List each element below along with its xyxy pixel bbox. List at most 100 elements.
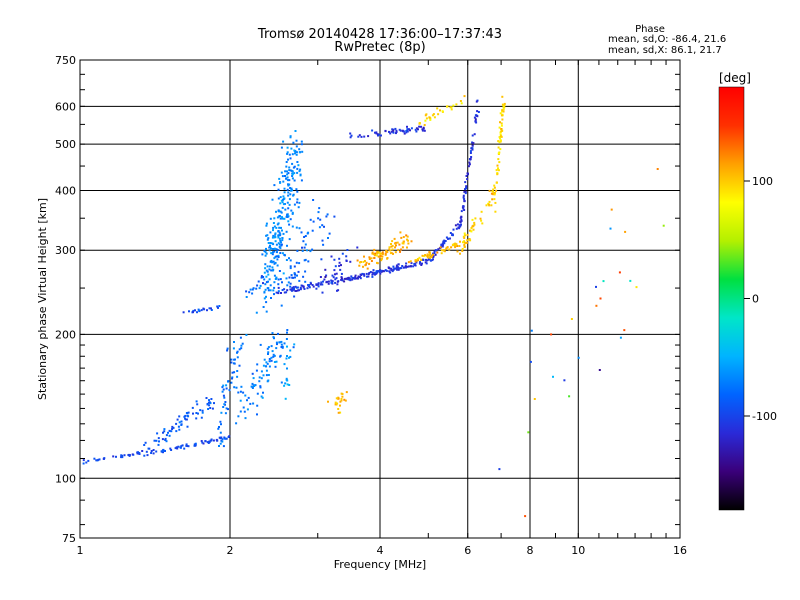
- data-point: [623, 329, 626, 332]
- grid-lines: [80, 60, 680, 538]
- data-point: [359, 261, 361, 264]
- data-point: [322, 243, 325, 246]
- data-point: [392, 269, 395, 271]
- data-point: [232, 362, 235, 365]
- data-point: [418, 122, 421, 125]
- data-point: [317, 285, 320, 288]
- data-point: [406, 125, 408, 128]
- data-point: [262, 306, 265, 308]
- data-point: [269, 284, 272, 287]
- data-point: [286, 367, 288, 370]
- data-point: [102, 457, 105, 460]
- data-point: [371, 129, 374, 132]
- data-point: [470, 230, 473, 233]
- data-point: [207, 408, 210, 410]
- data-point: [295, 188, 298, 191]
- data-point: [463, 241, 466, 244]
- data-point: [148, 447, 151, 450]
- data-point: [392, 129, 395, 132]
- data-point: [300, 231, 303, 234]
- data-point: [187, 445, 190, 448]
- data-point: [340, 278, 343, 281]
- data-point: [392, 252, 394, 255]
- data-point: [292, 141, 295, 144]
- data-point: [265, 295, 267, 298]
- data-point: [321, 239, 324, 242]
- data-point: [395, 132, 397, 135]
- data-point: [462, 205, 465, 208]
- data-point: [267, 242, 270, 244]
- data-point: [440, 249, 443, 252]
- data-point: [388, 130, 390, 133]
- data-point: [493, 198, 496, 201]
- data-point: [442, 242, 445, 245]
- data-point: [475, 100, 478, 103]
- data-point: [194, 442, 197, 445]
- data-point: [277, 236, 280, 239]
- data-point: [598, 369, 601, 371]
- data-point: [270, 247, 272, 250]
- data-point: [276, 251, 278, 254]
- data-point: [498, 161, 501, 164]
- data-point: [208, 399, 210, 402]
- data-point: [433, 252, 436, 254]
- data-point: [285, 215, 288, 218]
- data-point: [602, 280, 605, 283]
- data-point: [441, 110, 444, 113]
- data-point: [377, 255, 380, 258]
- data-point: [421, 262, 423, 265]
- data-point: [316, 283, 319, 286]
- data-point: [468, 163, 471, 166]
- data-point: [274, 365, 277, 368]
- data-point: [287, 191, 290, 194]
- data-point: [231, 371, 234, 374]
- data-point: [281, 281, 283, 284]
- data-point: [386, 250, 389, 253]
- data-point: [279, 239, 282, 242]
- data-point: [208, 404, 211, 407]
- data-point: [275, 248, 278, 251]
- data-point: [503, 102, 506, 105]
- data-point: [206, 309, 208, 312]
- data-point: [169, 447, 172, 450]
- data-point: [466, 241, 468, 244]
- data-point: [309, 250, 312, 253]
- data-point: [283, 217, 286, 220]
- data-point: [414, 259, 417, 262]
- data-point: [145, 450, 148, 453]
- data-point: [337, 289, 340, 292]
- data-point: [437, 248, 440, 251]
- data-point: [275, 347, 278, 350]
- data-point: [345, 391, 348, 394]
- data-point: [180, 420, 183, 423]
- data-point: [267, 351, 270, 354]
- data-point: [319, 218, 322, 221]
- data-point: [333, 269, 336, 272]
- data-point: [264, 283, 267, 286]
- data-point: [471, 148, 474, 151]
- data-point: [235, 422, 238, 425]
- data-point: [273, 354, 276, 357]
- data-point: [278, 341, 281, 344]
- x-axis-label: Frequency [MHz]: [334, 558, 426, 571]
- data-point: [304, 243, 307, 246]
- data-point: [291, 189, 294, 192]
- data-point: [325, 215, 328, 218]
- data-point: [464, 181, 467, 184]
- data-point: [336, 280, 339, 283]
- data-point: [292, 193, 295, 196]
- data-point: [285, 338, 288, 340]
- data-point: [334, 278, 337, 281]
- data-point: [563, 379, 566, 382]
- data-point: [264, 254, 267, 257]
- data-point: [259, 385, 262, 388]
- phase-stats-x: mean, sd,X: 86.1, 21.7: [608, 45, 722, 56]
- data-point: [225, 384, 228, 387]
- data-point: [285, 291, 288, 294]
- data-point: [285, 230, 288, 233]
- data-point: [264, 251, 267, 254]
- data-point: [253, 384, 256, 387]
- data-point: [395, 129, 398, 132]
- colorbar-tick-label: 0: [752, 293, 759, 306]
- data-point: [380, 259, 383, 262]
